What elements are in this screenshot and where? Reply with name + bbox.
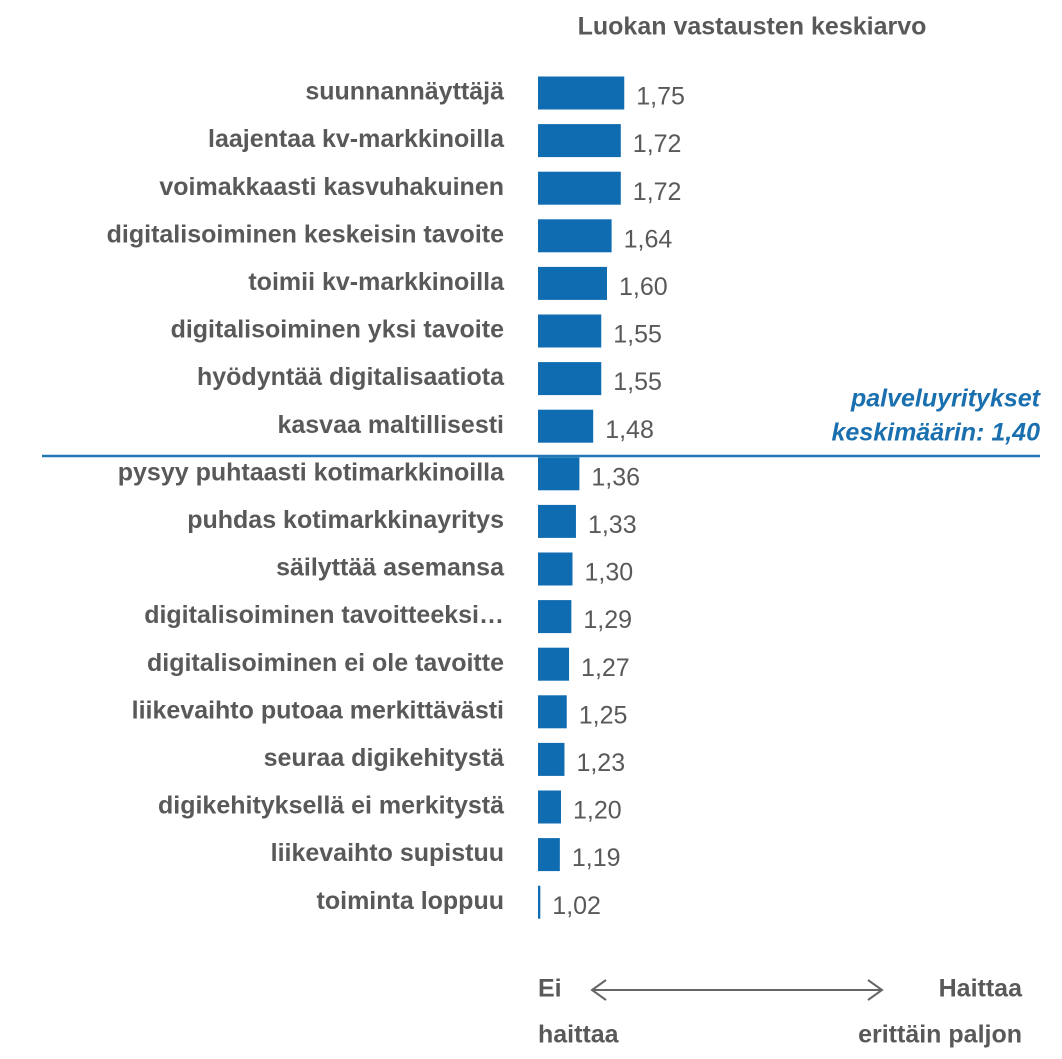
- scale-high-label: Haittaa: [939, 975, 1023, 1003]
- category-label: digikehityksellä ei merkitystä: [158, 792, 504, 820]
- category-label: säilyttää asemansa: [276, 554, 505, 582]
- bar: [538, 504, 576, 538]
- bar: [538, 742, 565, 776]
- category-label: seuraa digikehitystä: [264, 744, 504, 772]
- value-label: 1,02: [552, 892, 601, 920]
- category-label: digitalisoiminen ei ole tavoitte: [147, 649, 504, 677]
- bar: [538, 362, 602, 396]
- value-label: 1,60: [619, 273, 668, 301]
- annotation: palveluyritykset: [850, 385, 1042, 413]
- value-label: 1,75: [636, 83, 685, 111]
- category-label: liikevaihto putoaa merkittävästi: [132, 696, 504, 724]
- category-label: kasvaa maltillisesti: [277, 411, 504, 439]
- value-label: 1,64: [624, 225, 673, 253]
- value-label: 1,30: [585, 559, 634, 587]
- category-label: hyödyntää digitalisaatiota: [197, 363, 505, 391]
- bar: [538, 124, 621, 158]
- category-label: liikevaihto supistuu: [271, 839, 504, 867]
- category-label: laajentaa kv-markkinoilla: [208, 125, 505, 153]
- bar: [538, 171, 621, 205]
- value-label: 1,55: [613, 368, 662, 396]
- value-label: 1,25: [579, 701, 628, 729]
- value-label: 1,72: [633, 178, 682, 206]
- arrow-head-left: [590, 979, 607, 1001]
- bar: [538, 885, 541, 919]
- bar: [538, 695, 567, 729]
- value-label: 1,20: [573, 797, 622, 825]
- bar: [538, 314, 602, 348]
- category-label: digitalisoiminen keskeisin tavoite: [107, 220, 504, 248]
- annotation: keskimäärin: 1,40: [832, 419, 1041, 447]
- category-label: toimii kv-markkinoilla: [248, 268, 505, 296]
- category-label: digitalisoiminen yksi tavoite: [171, 316, 505, 344]
- chart-title: Luokan vastausten keskiarvo: [578, 13, 927, 41]
- value-label: 1,19: [572, 844, 621, 872]
- category-label: toiminta loppuu: [317, 887, 504, 915]
- bar: [538, 647, 570, 681]
- bar: [538, 552, 573, 586]
- value-label: 1,48: [605, 416, 654, 444]
- category-label: voimakkaasti kasvuhakuinen: [159, 173, 504, 201]
- category-label: digitalisoiminen tavoitteeksi…: [144, 601, 504, 629]
- category-label: pysyy puhtaasti kotimarkkinoilla: [118, 458, 505, 486]
- scale-low-label: haittaa: [538, 1021, 620, 1049]
- bar: [538, 266, 607, 300]
- value-label: 1,36: [591, 463, 640, 491]
- arrow-head-right: [867, 979, 884, 1001]
- bar: [538, 600, 572, 634]
- value-label: 1,55: [613, 321, 662, 349]
- scale-low-label: Ei: [538, 975, 562, 1003]
- value-label: 1,23: [576, 749, 625, 777]
- scale-high-label: erittäin paljon: [858, 1021, 1022, 1049]
- bar: [538, 76, 625, 110]
- value-label: 1,27: [581, 654, 630, 682]
- bar: [538, 409, 594, 443]
- bar: [538, 790, 561, 824]
- value-label: 1,33: [588, 511, 637, 539]
- category-label: suunnannäyttäjä: [305, 78, 504, 106]
- category-label: puhdas kotimarkkinayritys: [187, 506, 504, 534]
- bar: [538, 219, 612, 253]
- value-label: 1,72: [633, 130, 682, 158]
- bar: [538, 457, 580, 491]
- bar: [538, 838, 560, 872]
- value-label: 1,29: [583, 606, 632, 634]
